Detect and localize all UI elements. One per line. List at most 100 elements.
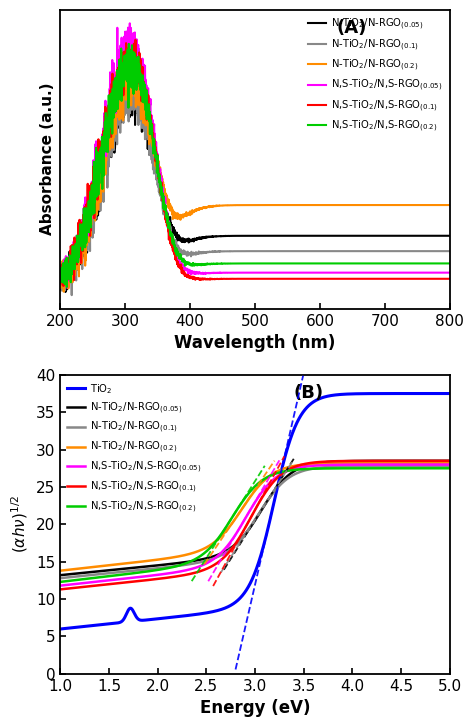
Line: N-TiO$_2$/N-RGO$_{(0.1)}$: N-TiO$_2$/N-RGO$_{(0.1)}$ — [60, 75, 450, 295]
N-TiO$_2$/N-RGO$_{(0.2)}$ — [77, 227, 83, 236]
N-TiO$_2$/N-RGO$_{(0.2)}$ — [447, 459, 453, 467]
N-TiO$_2$/N-RGO$_{(0.05)}$ — [57, 571, 63, 579]
N,S-TiO$_2$/N,S-RGO$_{(0.05)}$ — [247, 507, 253, 515]
N-TiO$_2$/N-RGO$_{(0.05)}$ — [237, 231, 243, 240]
X-axis label: Wavelength (nm): Wavelength (nm) — [174, 334, 336, 352]
N-TiO$_2$/N-RGO$_{(0.1)}$ — [364, 462, 370, 470]
N,S-TiO$_2$/N,S-RGO$_{(0.1)}$ — [436, 457, 441, 465]
N-TiO$_2$/N-RGO$_{(0.2)}$ — [436, 201, 442, 209]
Line: N,S-TiO$_2$/N,S-RGO$_{(0.05)}$: N,S-TiO$_2$/N,S-RGO$_{(0.05)}$ — [60, 465, 450, 586]
N-TiO$_2$/N-RGO$_{(0.1)}$ — [237, 247, 243, 256]
N,S-TiO$_2$/N,S-RGO$_{(0.2)}$ — [364, 464, 370, 473]
Line: N-TiO$_2$/N-RGO$_{(0.1)}$: N-TiO$_2$/N-RGO$_{(0.1)}$ — [60, 466, 450, 578]
N,S-TiO$_2$/N,S-RGO$_{(0.2)}$ — [57, 577, 63, 586]
N-TiO$_2$/N-RGO$_{(0.1)}$ — [130, 71, 136, 79]
Line: N,S-TiO$_2$/N,S-RGO$_{(0.2)}$: N,S-TiO$_2$/N,S-RGO$_{(0.2)}$ — [60, 468, 450, 582]
N,S-TiO$_2$/N,S-RGO$_{(0.05)}$ — [237, 524, 242, 533]
N,S-TiO$_2$/N,S-RGO$_{(0.1)}$ — [436, 457, 441, 465]
N,S-TiO$_2$/N,S-RGO$_{(0.2)}$ — [77, 229, 83, 238]
N-TiO$_2$/N-RGO$_{(0.2)}$ — [447, 201, 453, 209]
N-TiO$_2$/N-RGO$_{(0.1)}$ — [436, 246, 442, 255]
N-TiO$_2$/N-RGO$_{(0.05)}$ — [77, 260, 83, 269]
N,S-TiO$_2$/N,S-RGO$_{(0.2)}$ — [237, 259, 243, 268]
TiO$_2$ — [447, 389, 453, 398]
N-TiO$_2$/N-RGO$_{(0.1)}$ — [247, 246, 253, 255]
N,S-TiO$_2$/N,S-RGO$_{(0.05)}$ — [447, 460, 453, 469]
N-TiO$_2$/N-RGO$_{(0.2)}$ — [365, 201, 370, 209]
N-TiO$_2$/N-RGO$_{(0.1)}$ — [436, 462, 441, 470]
TiO$_2$ — [436, 389, 441, 398]
N-TiO$_2$/N-RGO$_{(0.05)}$ — [447, 457, 453, 465]
N-TiO$_2$/N-RGO$_{(0.05)}$ — [436, 457, 441, 465]
N,S-TiO$_2$/N,S-RGO$_{(0.05)}$ — [57, 582, 63, 590]
N-TiO$_2$/N-RGO$_{(0.2)}$ — [436, 459, 441, 467]
N-TiO$_2$/N-RGO$_{(0.2)}$ — [57, 272, 63, 281]
N-TiO$_2$/N-RGO$_{(0.05)}$ — [436, 457, 441, 465]
N-TiO$_2$/N-RGO$_{(0.2)}$ — [247, 201, 253, 209]
N,S-TiO$_2$/N,S-RGO$_{(0.2)}$ — [57, 273, 63, 282]
N-TiO$_2$/N-RGO$_{(0.05)}$ — [77, 569, 83, 577]
Line: N-TiO$_2$/N-RGO$_{(0.05)}$: N-TiO$_2$/N-RGO$_{(0.05)}$ — [60, 461, 450, 575]
N,S-TiO$_2$/N,S-RGO$_{(0.2)}$ — [436, 259, 442, 268]
Text: (B): (B) — [294, 384, 324, 402]
N,S-TiO$_2$/N,S-RGO$_{(0.1)}$ — [447, 457, 453, 465]
N,S-TiO$_2$/N,S-RGO$_{(0.2)}$ — [447, 259, 453, 268]
N-TiO$_2$/N-RGO$_{(0.05)}$ — [237, 537, 242, 545]
N,S-TiO$_2$/N,S-RGO$_{(0.1)}$ — [61, 281, 66, 290]
Legend: N-TiO$_2$/N-RGO$_{(0.05)}$, N-TiO$_2$/N-RGO$_{(0.1)}$, N-TiO$_2$/N-RGO$_{(0.2)}$: N-TiO$_2$/N-RGO$_{(0.05)}$, N-TiO$_2$/N-… — [307, 15, 445, 136]
N,S-TiO$_2$/N,S-RGO$_{(0.2)}$ — [247, 259, 253, 268]
N,S-TiO$_2$/N,S-RGO$_{(0.1)}$ — [237, 534, 242, 542]
N,S-TiO$_2$/N,S-RGO$_{(0.05)}$ — [77, 236, 83, 245]
N,S-TiO$_2$/N,S-RGO$_{(0.05)}$ — [436, 460, 441, 469]
N-TiO$_2$/N-RGO$_{(0.05)}$ — [57, 265, 63, 274]
N,S-TiO$_2$/N,S-RGO$_{(0.2)}$ — [77, 575, 83, 584]
N,S-TiO$_2$/N,S-RGO$_{(0.1)}$ — [436, 274, 442, 283]
N-TiO$_2$/N-RGO$_{(0.2)}$ — [77, 564, 83, 573]
N-TiO$_2$/N-RGO$_{(0.2)}$ — [436, 201, 442, 209]
Line: N-TiO$_2$/N-RGO$_{(0.2)}$: N-TiO$_2$/N-RGO$_{(0.2)}$ — [60, 56, 450, 292]
TiO$_2$ — [364, 389, 370, 398]
Legend: TiO$_2$, N-TiO$_2$/N-RGO$_{(0.05)}$, N-TiO$_2$/N-RGO$_{(0.1)}$, N-TiO$_2$/N-RGO$: TiO$_2$, N-TiO$_2$/N-RGO$_{(0.05)}$, N-T… — [65, 379, 204, 517]
N-TiO$_2$/N-RGO$_{(0.1)}$ — [77, 238, 83, 247]
N-TiO$_2$/N-RGO$_{(0.1)}$ — [447, 246, 453, 255]
Line: N,S-TiO$_2$/N,S-RGO$_{(0.1)}$: N,S-TiO$_2$/N,S-RGO$_{(0.1)}$ — [60, 461, 450, 590]
N-TiO$_2$/N-RGO$_{(0.1)}$ — [77, 572, 83, 581]
N,S-TiO$_2$/N,S-RGO$_{(0.1)}$ — [57, 272, 63, 281]
N-TiO$_2$/N-RGO$_{(0.05)}$ — [247, 231, 253, 240]
N,S-TiO$_2$/N,S-RGO$_{(0.1)}$ — [436, 274, 442, 283]
Line: N-TiO$_2$/N-RGO$_{(0.05)}$: N-TiO$_2$/N-RGO$_{(0.05)}$ — [60, 63, 450, 292]
N,S-TiO$_2$/N,S-RGO$_{(0.05)}$ — [436, 268, 442, 277]
N-TiO$_2$/N-RGO$_{(0.1)}$ — [436, 462, 441, 470]
N-TiO$_2$/N-RGO$_{(0.2)}$ — [247, 494, 253, 502]
Line: N,S-TiO$_2$/N,S-RGO$_{(0.1)}$: N,S-TiO$_2$/N,S-RGO$_{(0.1)}$ — [60, 40, 450, 286]
N,S-TiO$_2$/N,S-RGO$_{(0.1)}$ — [133, 36, 138, 44]
N,S-TiO$_2$/N,S-RGO$_{(0.1)}$ — [247, 515, 253, 524]
TiO$_2$ — [436, 389, 441, 398]
Line: N,S-TiO$_2$/N,S-RGO$_{(0.2)}$: N,S-TiO$_2$/N,S-RGO$_{(0.2)}$ — [60, 44, 450, 287]
N-TiO$_2$/N-RGO$_{(0.1)}$ — [69, 291, 74, 300]
N,S-TiO$_2$/N,S-RGO$_{(0.2)}$ — [436, 464, 441, 473]
N-TiO$_2$/N-RGO$_{(0.1)}$ — [436, 246, 442, 255]
N,S-TiO$_2$/N,S-RGO$_{(0.05)}$ — [237, 268, 243, 277]
N,S-TiO$_2$/N,S-RGO$_{(0.2)}$ — [436, 464, 441, 473]
N,S-TiO$_2$/N,S-RGO$_{(0.05)}$ — [436, 268, 442, 277]
TiO$_2$ — [57, 624, 63, 633]
Text: (A): (A) — [337, 19, 367, 36]
Line: N-TiO$_2$/N-RGO$_{(0.2)}$: N-TiO$_2$/N-RGO$_{(0.2)}$ — [60, 463, 450, 571]
TiO$_2$ — [247, 580, 253, 589]
N-TiO$_2$/N-RGO$_{(0.2)}$ — [364, 459, 370, 467]
N,S-TiO$_2$/N,S-RGO$_{(0.05)}$ — [77, 579, 83, 588]
N,S-TiO$_2$/N,S-RGO$_{(0.05)}$ — [436, 460, 441, 469]
Y-axis label: $(\alpha h\nu)^{1/2}$: $(\alpha h\nu)^{1/2}$ — [10, 495, 30, 553]
N,S-TiO$_2$/N,S-RGO$_{(0.2)}$ — [436, 259, 442, 268]
N-TiO$_2$/N-RGO$_{(0.1)}$ — [365, 246, 370, 255]
N,S-TiO$_2$/N,S-RGO$_{(0.05)}$ — [127, 19, 133, 28]
N-TiO$_2$/N-RGO$_{(0.2)}$ — [61, 287, 66, 296]
N,S-TiO$_2$/N,S-RGO$_{(0.2)}$ — [126, 39, 132, 48]
N,S-TiO$_2$/N,S-RGO$_{(0.05)}$ — [364, 460, 370, 469]
N-TiO$_2$/N-RGO$_{(0.1)}$ — [447, 462, 453, 470]
N-TiO$_2$/N-RGO$_{(0.05)}$ — [63, 288, 68, 297]
N-TiO$_2$/N-RGO$_{(0.05)}$ — [447, 231, 453, 240]
N-TiO$_2$/N-RGO$_{(0.05)}$ — [247, 524, 253, 533]
TiO$_2$ — [77, 622, 83, 631]
